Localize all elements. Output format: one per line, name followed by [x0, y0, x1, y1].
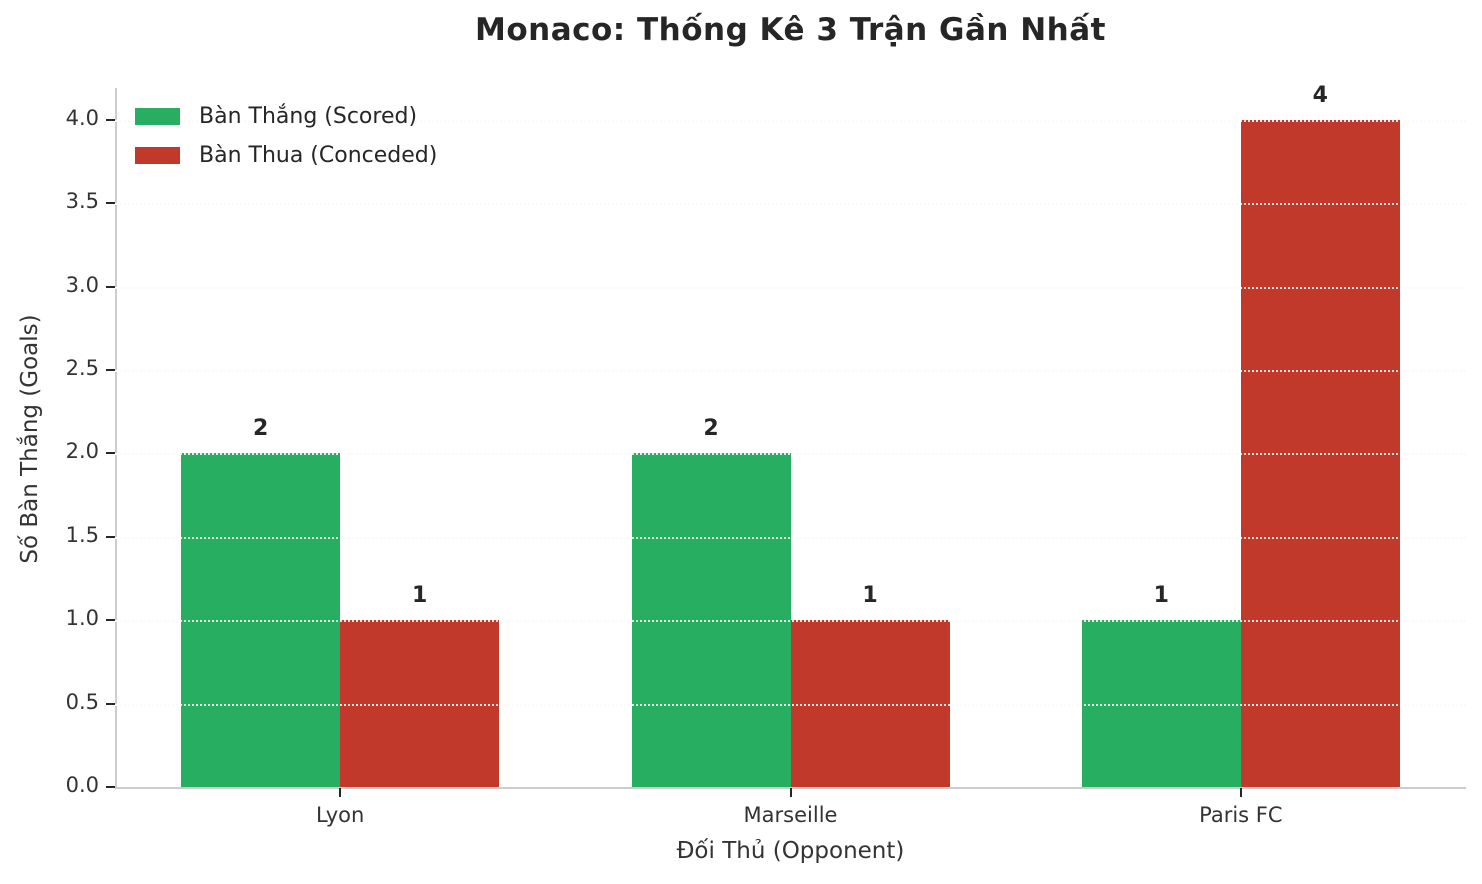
y-tick-mark: [106, 786, 115, 788]
y-tick-mark: [106, 619, 115, 622]
y-tick-mark: [106, 118, 115, 121]
gridline-overlay: [115, 536, 1466, 539]
y-tick-label: 3.0: [65, 272, 99, 297]
y-tick-mark: [106, 535, 115, 538]
bar-value-label: 1: [862, 583, 878, 609]
y-tick-label: 0.5: [65, 689, 99, 714]
x-tick-mark: [789, 788, 792, 797]
y-tick-label: 2.0: [65, 439, 99, 464]
bar-value-label: 1: [1153, 583, 1169, 609]
legend-row: Bàn Thua (Conceded): [135, 143, 437, 168]
legend-label: Bàn Thắng (Scored): [199, 104, 418, 129]
y-tick-mark: [106, 202, 115, 205]
x-tick-mark: [339, 788, 342, 797]
bar-value-label: 1: [412, 583, 428, 609]
y-axis-label: Số Bàn Thắng (Goals): [17, 314, 43, 564]
gridline-overlay: [115, 369, 1466, 372]
legend-swatch: [135, 147, 180, 164]
bar-value-label: 4: [1312, 82, 1328, 108]
legend-row: Bàn Thắng (Scored): [135, 104, 437, 129]
y-tick-mark: [106, 368, 115, 371]
y-tick-label: 4.0: [65, 105, 99, 130]
y-tick-label: 0.0: [65, 773, 99, 797]
y-tick-mark: [106, 702, 115, 705]
x-tick-mark: [1239, 788, 1242, 797]
legend-swatch: [135, 108, 180, 125]
y-tick-label: 1.5: [65, 522, 99, 547]
bar-value-label: 2: [703, 416, 719, 442]
x-axis-label: Đối Thủ (Opponent): [676, 838, 905, 864]
x-tick-label: Lyon: [315, 803, 365, 827]
y-tick-label: 3.5: [65, 189, 99, 214]
gridline-overlay: [115, 703, 1466, 706]
y-axis-spine: [115, 88, 117, 787]
gridline-overlay: [115, 203, 1466, 206]
gridline-overlay: [115, 453, 1466, 456]
gridline-overlay: [115, 620, 1466, 623]
legend-label: Bàn Thua (Conceded): [199, 143, 438, 168]
plot-area: Bàn Thắng (Scored) Bàn Thua (Conceded) 0.…: [66, 83, 1466, 827]
y-tick-mark: [106, 452, 115, 455]
legend: Bàn Thắng (Scored) Bàn Thua (Conceded): [135, 104, 437, 168]
x-tick-label: Marseille: [743, 803, 838, 827]
y-tick-label: 1.0: [65, 606, 99, 631]
x-tick-label: Paris FC: [1199, 803, 1283, 827]
chart-title: Monaco: Thống Kê 3 Trận Gần Nhất: [474, 12, 1106, 48]
y-tick-label: 2.5: [65, 355, 99, 380]
gridline-overlay: [115, 119, 1466, 122]
gridline-overlay: [115, 286, 1466, 289]
bar-value-label: 2: [253, 416, 269, 442]
y-tick-mark: [106, 285, 115, 288]
